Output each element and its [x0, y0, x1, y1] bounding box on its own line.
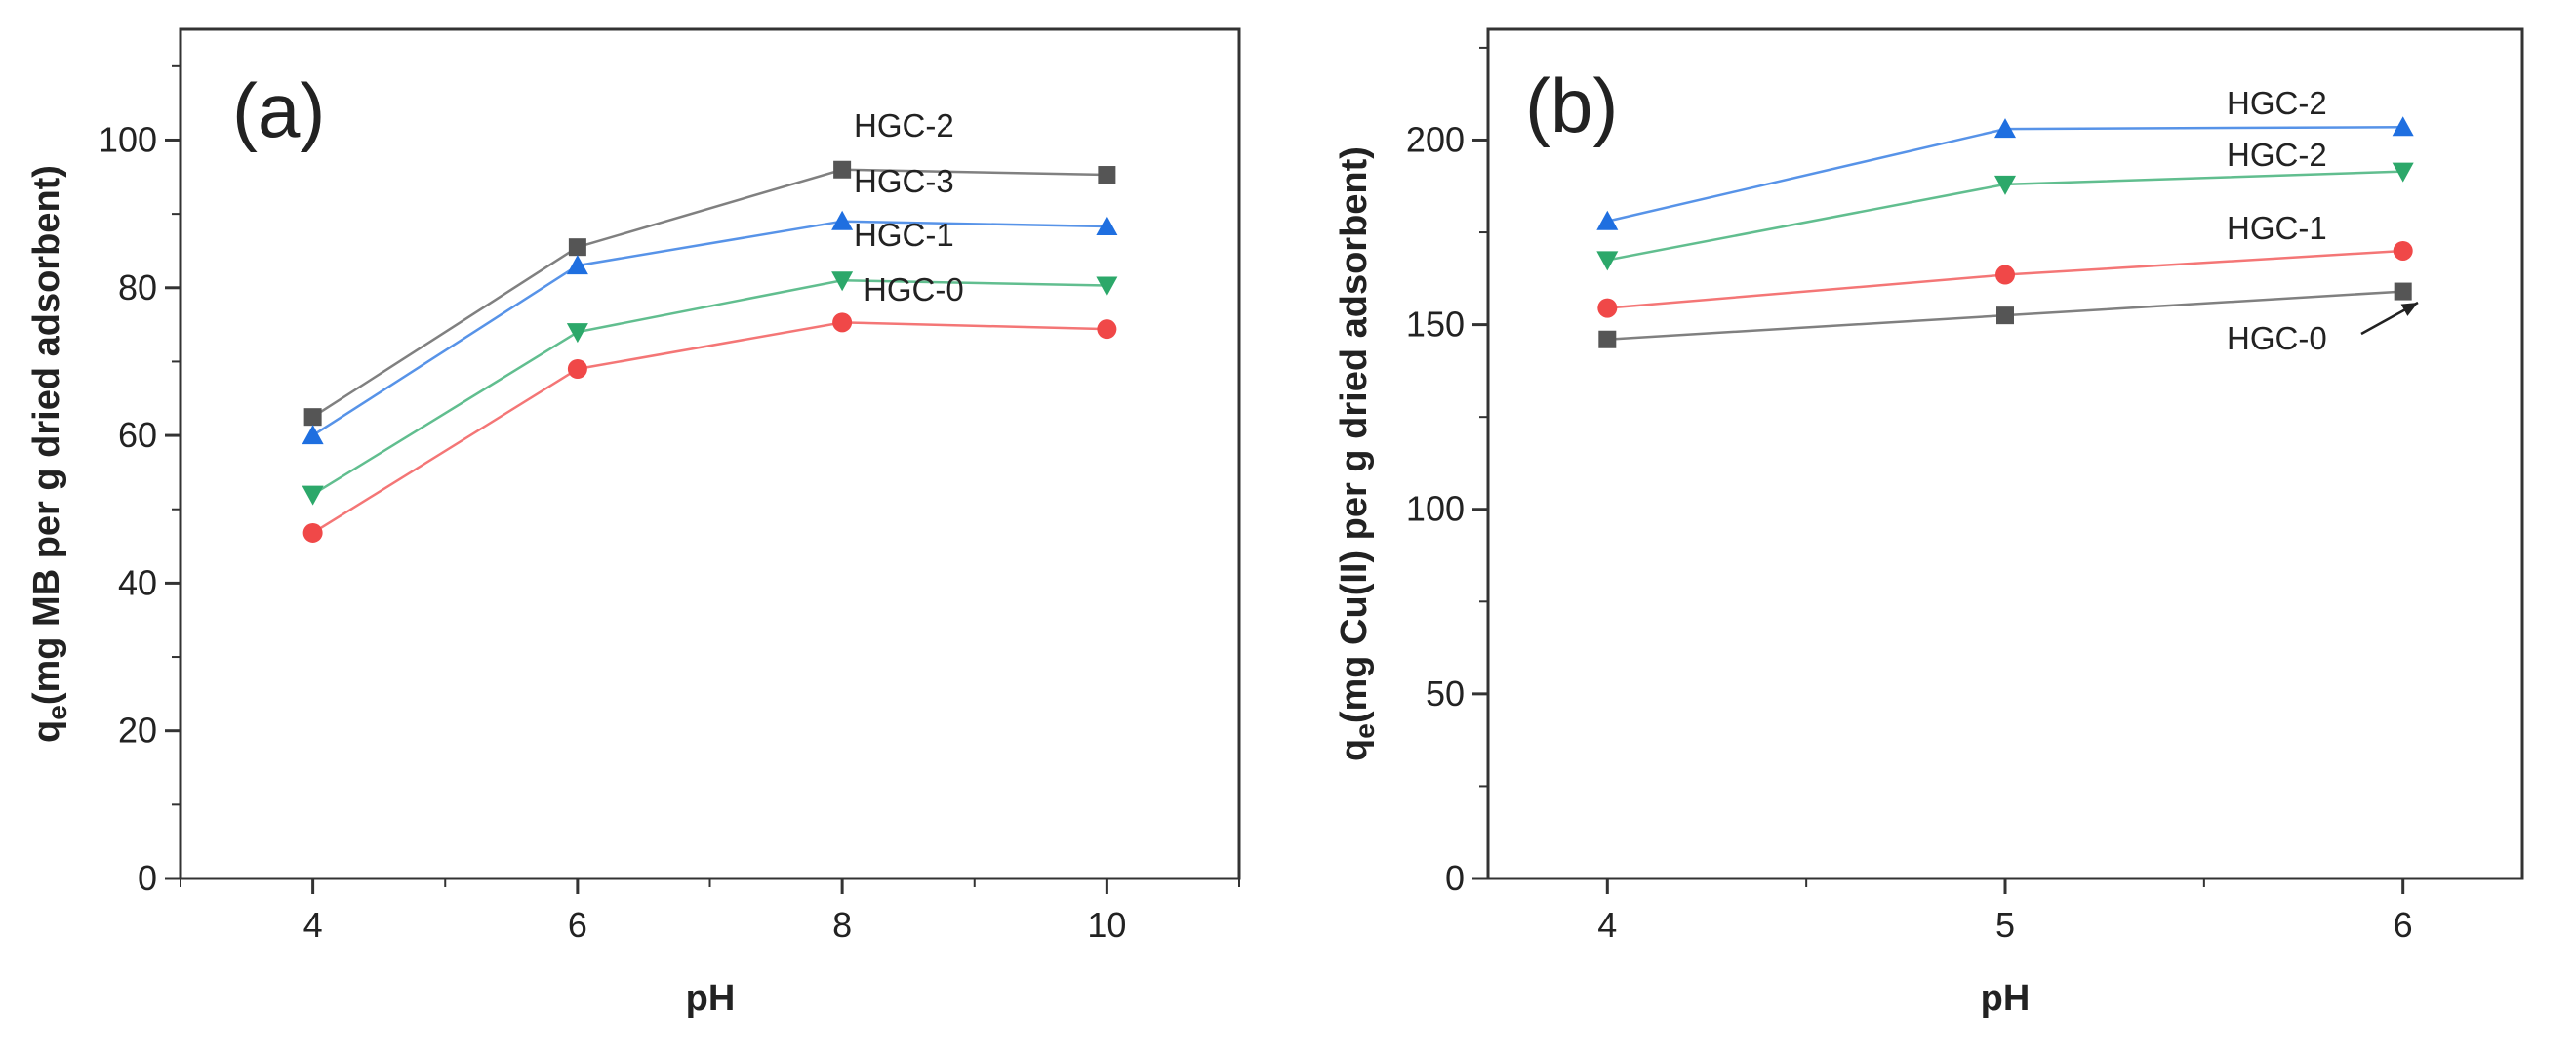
y-axis-title-rest: (mg Cu(II) per g dried adsorbent)	[1334, 146, 1375, 723]
y-axis-title-b: qe(mg Cu(II) per g dried adsorbent)	[1334, 146, 1380, 761]
ticks-b: 4 5 6 0 50 100 150 200	[1406, 46, 2413, 945]
y-tick-label: 150	[1406, 305, 1465, 345]
data-point	[1995, 265, 2015, 285]
data-point	[1994, 175, 2016, 195]
series-a	[302, 160, 1118, 543]
x-axis-title-a: pH	[686, 978, 736, 1019]
data-point	[2393, 240, 2413, 261]
y-axis-title-q: q	[26, 720, 67, 743]
x-tick-label: 6	[568, 905, 587, 945]
y-axis-title-sub: e	[1349, 723, 1380, 739]
x-axis-title-b: pH	[1981, 978, 2031, 1019]
panel-label-a: (a)	[232, 67, 325, 153]
data-point	[566, 255, 588, 275]
x-tick-label: 10	[1087, 905, 1126, 945]
data-point	[1996, 306, 2014, 325]
data-point	[2392, 162, 2414, 183]
series-annotation: HGC-1	[854, 217, 954, 253]
arrow-head-icon	[2400, 303, 2418, 316]
y-tick-label: 20	[118, 711, 157, 751]
y-tick-label: 0	[1445, 858, 1465, 898]
data-point	[1598, 330, 1617, 348]
series-line	[311, 278, 1107, 496]
x-tick-label: 4	[303, 905, 323, 945]
data-point	[1597, 298, 1618, 318]
plot-frame-a	[179, 27, 1241, 880]
series-annotation: HGC-2	[854, 107, 954, 143]
panel-label-b: (b)	[1525, 62, 1618, 148]
series-annotation: HGC-2	[2227, 137, 2327, 173]
series-annotation: HGC-3	[854, 163, 954, 199]
data-point	[1994, 118, 2016, 139]
series-annotation: HGC-0	[2227, 320, 2327, 356]
data-point	[2394, 282, 2412, 301]
data-point	[1097, 319, 1117, 340]
series-annotation: HGC-1	[2227, 210, 2327, 246]
annotations-a: HGC-2 HGC-3 HGC-1 HGC-0	[854, 107, 964, 307]
y-tick-label: 80	[118, 267, 157, 307]
data-point	[1098, 166, 1116, 184]
data-point	[567, 359, 587, 379]
y-tick-label: 50	[1426, 674, 1465, 714]
series-line	[311, 220, 1107, 437]
data-point	[302, 425, 324, 445]
y-tick-label: 40	[118, 562, 157, 602]
series-b	[1596, 116, 2414, 348]
data-point	[302, 485, 324, 506]
plot-frame-b	[1486, 27, 2524, 880]
y-tick-label: 200	[1406, 119, 1465, 159]
data-point	[568, 238, 586, 257]
x-tick-label: 5	[1995, 905, 2015, 945]
data-point	[1596, 210, 1619, 230]
data-point	[1096, 215, 1118, 235]
data-point	[302, 522, 323, 543]
y-axis-title-sub: e	[42, 705, 72, 720]
data-point	[2392, 116, 2414, 137]
series-line	[311, 168, 1107, 419]
data-point	[832, 312, 853, 333]
data-point	[831, 210, 854, 230]
data-point	[1596, 251, 1619, 271]
y-tick-label: 60	[118, 415, 157, 455]
y-axis-title-a: qe(mg MB per g dried adsorbent)	[26, 165, 72, 743]
y-tick-label: 100	[1406, 489, 1465, 529]
y-axis-title-q: q	[1334, 739, 1375, 761]
x-tick-label: 6	[2394, 905, 2413, 945]
data-point	[303, 408, 322, 427]
y-axis-title-rest: (mg MB per g dried adsorbent)	[26, 165, 67, 705]
series-annotation: HGC-2	[2227, 85, 2327, 121]
panel-b: 4 5 6 0 50 100 150 200 HGC-2 HGC-2 HGC-1 HGC-0 (b)…	[1334, 27, 2524, 1019]
data-point	[831, 271, 854, 292]
data-point	[566, 323, 588, 344]
y-tick-label: 100	[99, 119, 157, 159]
data-point	[833, 160, 852, 179]
series-annotation: HGC-0	[864, 271, 964, 307]
series-line	[311, 321, 1107, 535]
x-tick-label: 4	[1597, 905, 1617, 945]
data-point	[1096, 276, 1118, 297]
annotations-b: HGC-2 HGC-2 HGC-1 HGC-0	[2227, 85, 2419, 356]
y-tick-label: 0	[138, 858, 157, 898]
x-tick-label: 8	[832, 905, 852, 945]
